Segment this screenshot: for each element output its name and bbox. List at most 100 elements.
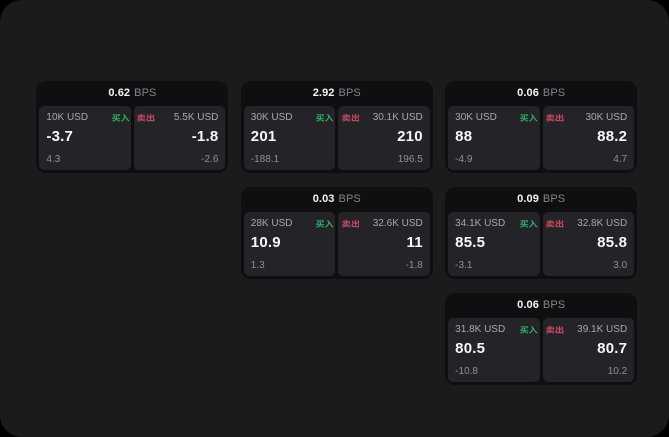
- sell-price: -1.8: [191, 128, 219, 146]
- bps-unit-label: BPS: [134, 87, 157, 100]
- sell-amount: 30.1K USD: [372, 112, 423, 124]
- buy-price: 201: [250, 128, 277, 146]
- bps-value: 0.06: [517, 87, 539, 100]
- quote-panels: 28K USD 10.9 1.3 32.6K USD 11 -1.8: [243, 211, 430, 276]
- sell-side-label: [137, 112, 155, 124]
- buy-amount: 10K USD: [46, 112, 89, 124]
- buy-price: -3.7: [46, 128, 74, 146]
- buy-side-label: [111, 112, 129, 124]
- bps-value: 0.03: [312, 193, 335, 206]
- buy-amount: 30K USD: [455, 112, 497, 124]
- card-header: 0.03 BPS: [244, 187, 430, 212]
- sell-label-glyphs: [341, 220, 360, 228]
- buy-label-glyphs: [111, 114, 129, 122]
- sell-panel[interactable]: 30.1K USD 210 196.5: [338, 105, 430, 170]
- sell-price: 88.2: [597, 128, 628, 146]
- buy-amount: 28K USD: [250, 218, 293, 230]
- sell-panel[interactable]: 39.1K USD 80.7 10.2: [542, 317, 635, 382]
- sell-side-label: [341, 218, 360, 230]
- buy-side-label: [520, 218, 538, 230]
- quote-card: 0.09 BPS 34.1K USD 85.5 -3.1 32.8K USD: [445, 187, 638, 279]
- sell-label-glyphs: [546, 220, 564, 228]
- sell-amount: 32.8K USD: [577, 218, 628, 230]
- quote-card: 0.06 BPS 31.8K USD 80.5 -10.8 39.1K USD: [445, 293, 638, 385]
- buy-change: -10.8: [455, 366, 478, 377]
- buy-panel[interactable]: 31.8K USD 80.5 -10.8: [448, 317, 540, 382]
- buy-label-glyphs: [315, 114, 334, 122]
- sell-panel[interactable]: 5.5K USD -1.8 -2.6: [133, 105, 226, 170]
- buy-panel[interactable]: 10K USD -3.7 4.3: [39, 105, 131, 170]
- buy-label-glyphs: [520, 326, 538, 334]
- sell-change: 4.7: [613, 154, 628, 165]
- sell-row-top: 32.6K USD: [345, 218, 423, 230]
- buy-change: -188.1: [250, 154, 280, 165]
- sell-label-glyphs: [546, 326, 564, 334]
- sell-row-top: 30K USD: [550, 112, 628, 124]
- buy-amount: 34.1K USD: [455, 218, 506, 230]
- sell-change: 196.5: [397, 154, 423, 165]
- sell-change: -1.8: [405, 260, 423, 271]
- sell-amount: 39.1K USD: [577, 324, 628, 336]
- quote-panels: 30K USD 201 -188.1 30.1K USD 210 196.5: [243, 105, 430, 170]
- sell-amount: 5.5K USD: [173, 112, 219, 124]
- bps-value: 0.62: [108, 87, 131, 100]
- card-header: 0.09 BPS: [448, 187, 634, 212]
- quote-panels: 30K USD 88 -4.9 30K USD 88.2 4.7: [448, 105, 635, 170]
- sell-side-label: [546, 112, 564, 124]
- buy-label-glyphs: [520, 114, 538, 122]
- sell-change: 3.0: [613, 260, 628, 271]
- card-header: 2.92 BPS: [244, 81, 430, 106]
- sell-amount: 30K USD: [585, 112, 628, 124]
- buy-price: 10.9: [250, 234, 281, 252]
- sell-row-top: 5.5K USD: [141, 112, 219, 124]
- bps-value: 0.09: [517, 193, 539, 206]
- sell-price: 11: [406, 234, 423, 252]
- quote-card: 0.06 BPS 30K USD 88 -4.9 30K USD: [445, 81, 638, 173]
- buy-side-label: [315, 218, 334, 230]
- quote-panels: 34.1K USD 85.5 -3.1 32.8K USD 85.8 3.0: [448, 211, 635, 276]
- buy-row-top: 30K USD: [455, 112, 533, 124]
- sell-panel[interactable]: 32.8K USD 85.8 3.0: [542, 211, 635, 276]
- sell-row-top: 32.8K USD: [550, 218, 628, 230]
- buy-row-top: 30K USD: [251, 112, 329, 124]
- sell-label-glyphs: [137, 114, 155, 122]
- quote-card: 0.62 BPS 10K USD -3.7 4.3 5.5K USD: [36, 81, 229, 173]
- quote-panels: 31.8K USD 80.5 -10.8 39.1K USD 80.7 10.2: [448, 317, 635, 382]
- card-header: 0.06 BPS: [448, 81, 634, 106]
- buy-amount: 30K USD: [250, 112, 293, 124]
- buy-label-glyphs: [520, 220, 538, 228]
- sell-row-top: 39.1K USD: [550, 324, 628, 336]
- quote-card: 2.92 BPS 30K USD 201 -188.1 30.1K USD: [240, 81, 433, 173]
- sell-side-label: [341, 112, 360, 124]
- quote-panels: 10K USD -3.7 4.3 5.5K USD -1.8 -2.6: [39, 105, 226, 170]
- buy-panel[interactable]: 30K USD 88 -4.9: [448, 105, 540, 170]
- card-header: 0.62 BPS: [39, 81, 225, 106]
- buy-change: 1.3: [250, 260, 265, 271]
- buy-amount: 31.8K USD: [455, 324, 506, 336]
- sell-label-glyphs: [546, 114, 564, 122]
- buy-panel[interactable]: 30K USD 201 -188.1: [243, 105, 336, 170]
- buy-change: 4.3: [46, 154, 61, 165]
- buy-row-top: 10K USD: [46, 112, 124, 124]
- sell-price: 80.7: [597, 340, 628, 358]
- buy-side-label: [520, 324, 538, 336]
- bps-unit-label: BPS: [542, 299, 566, 312]
- bps-unit-label: BPS: [542, 193, 566, 206]
- sell-panel[interactable]: 32.6K USD 11 -1.8: [338, 211, 430, 276]
- buy-side-label: [315, 112, 334, 124]
- buy-panel[interactable]: 34.1K USD 85.5 -3.1: [448, 211, 540, 276]
- sell-change: -2.6: [201, 154, 219, 165]
- sell-panel[interactable]: 30K USD 88.2 4.7: [542, 105, 635, 170]
- sell-change: 10.2: [607, 366, 628, 377]
- sell-amount: 32.6K USD: [372, 218, 423, 230]
- quote-card-grid: 0.62 BPS 10K USD -3.7 4.3 5.5K USD: [36, 81, 638, 385]
- buy-side-label: [520, 112, 538, 124]
- buy-label-glyphs: [315, 220, 334, 228]
- sell-price: 210: [397, 128, 423, 146]
- buy-panel[interactable]: 28K USD 10.9 1.3: [243, 211, 336, 276]
- card-header: 0.06 BPS: [448, 293, 634, 318]
- buy-price: 85.5: [455, 234, 486, 252]
- sell-side-label: [546, 324, 564, 336]
- buy-price: 88: [455, 128, 473, 146]
